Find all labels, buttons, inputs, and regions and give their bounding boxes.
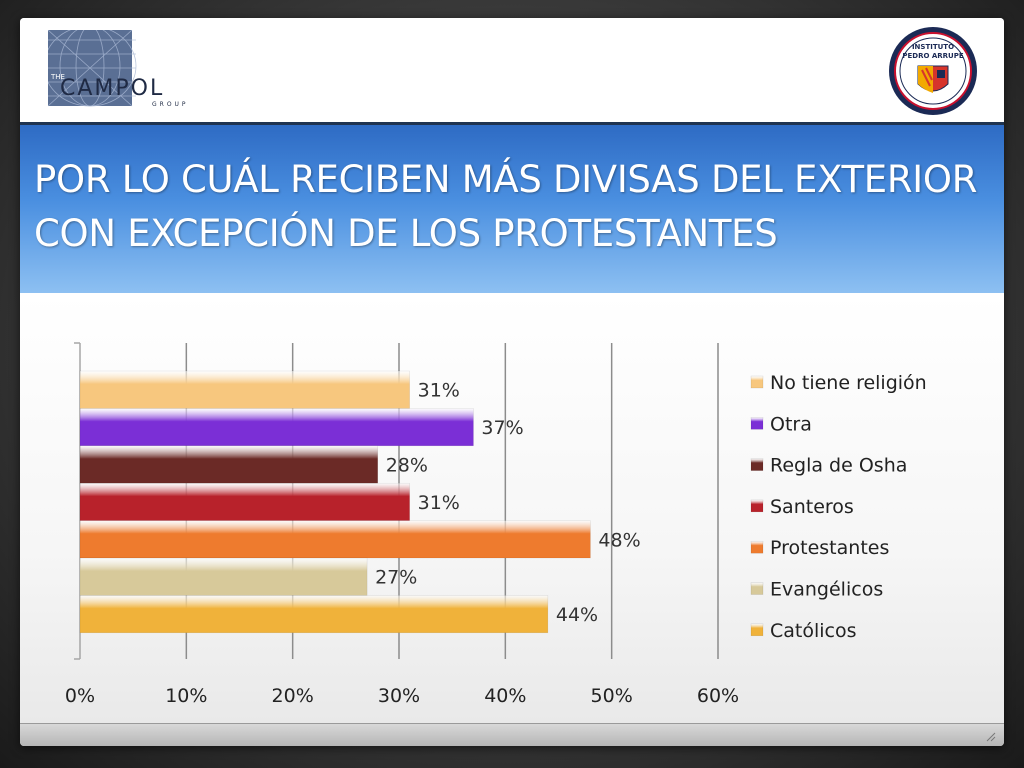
data-label-santeros: 31% xyxy=(418,492,460,514)
campol-group: GROUP xyxy=(152,101,189,108)
legend-swatch-regla-de-osha xyxy=(750,458,764,471)
legend-swatch-santeros xyxy=(750,499,764,513)
data-label-evangelicos: 27% xyxy=(375,567,417,589)
legend-label-catolicos: Católicos xyxy=(770,620,857,642)
legend-label-otra: Otra xyxy=(770,413,812,435)
seal-graphic: INSTITUTO PEDRO ARRUPE xyxy=(889,27,977,115)
slide-title: POR LO CUÁL RECIBEN MÁS DIVISAS DEL EXTE… xyxy=(34,153,994,261)
chart-bars xyxy=(79,370,591,634)
data-label-catolicos: 44% xyxy=(556,604,598,626)
x-tick-label-40: 40% xyxy=(484,685,526,707)
x-tick-label-30: 30% xyxy=(378,685,420,707)
seal-line1: INSTITUTO xyxy=(912,43,954,51)
data-label-no-tiene-religion: 31% xyxy=(418,380,460,402)
header-band: THE CAMPOL GROUP INSTITUTO PEDRO ARRUPE xyxy=(20,18,1004,125)
legend-swatch-otra xyxy=(750,417,764,430)
chart-data-labels: 31% 37% 28% 31% 48% 27% 44% xyxy=(375,380,641,626)
campol-logo: THE CAMPOL GROUP xyxy=(43,25,222,110)
bottom-bar xyxy=(20,723,1004,746)
bar-no-tiene-religion xyxy=(79,370,410,409)
seal-line2: PEDRO ARRUPE xyxy=(902,52,964,60)
legend-swatch-protestantes xyxy=(750,540,764,554)
bar-catolicos xyxy=(79,595,549,634)
bar-protestantes xyxy=(79,520,591,559)
legend-label-protestantes: Protestantes xyxy=(770,537,889,559)
bar-chart: 31% 37% 28% 31% 48% 27% 44% 0% 10% 20% 30% 40% 50% 6… xyxy=(65,342,927,707)
pedro-arrupe-seal: INSTITUTO PEDRO ARRUPE xyxy=(888,26,978,116)
data-label-regla-de-osha: 28% xyxy=(386,455,428,477)
bar-santeros xyxy=(79,482,410,521)
resize-grip-icon xyxy=(986,732,996,742)
x-tick-label-0: 0% xyxy=(65,685,95,707)
campol-logo-graphic: THE CAMPOL GROUP xyxy=(43,25,189,108)
chart-x-ticks: 0% 10% 20% 30% 40% 50% 60% xyxy=(65,685,739,707)
title-band: POR LO CUÁL RECIBEN MÁS DIVISAS DEL EXTE… xyxy=(20,125,1004,293)
x-tick-label-60: 60% xyxy=(697,685,739,707)
bar-otra xyxy=(79,408,474,447)
legend-label-no-tiene-religion: No tiene religión xyxy=(770,372,927,394)
slide: THE CAMPOL GROUP INSTITUTO PEDRO ARRUPE … xyxy=(20,18,1004,746)
x-tick-label-10: 10% xyxy=(165,685,207,707)
bar-regla-de-osha xyxy=(79,445,378,484)
legend-swatch-evangelicos xyxy=(750,582,764,595)
legend-swatch-catolicos xyxy=(750,623,764,637)
slide-title-line2: CON EXCEPCIÓN DE LOS PROTESTANTES xyxy=(34,212,778,255)
x-tick-label-50: 50% xyxy=(591,685,633,707)
bar-evangelicos xyxy=(79,557,368,596)
legend-label-regla-de-osha: Regla de Osha xyxy=(770,455,907,477)
campol-the: THE xyxy=(50,73,65,81)
data-label-protestantes: 48% xyxy=(598,529,640,551)
chart-area: 31% 37% 28% 31% 48% 27% 44% 0% 10% 20% 30% 40% 50% 6… xyxy=(20,293,1004,723)
campol-name: CAMPOL xyxy=(60,76,164,101)
data-label-otra: 37% xyxy=(481,417,523,439)
legend-label-evangelicos: Evangélicos xyxy=(770,579,883,601)
legend-label-santeros: Santeros xyxy=(770,496,854,518)
chart-legend: No tiene religión Otra Regla de Osha Santer… xyxy=(750,372,927,642)
legend-swatch-no-tiene-religion xyxy=(750,375,764,389)
slide-title-line1: POR LO CUÁL RECIBEN MÁS DIVISAS DEL EXTE… xyxy=(34,158,978,201)
x-tick-label-20: 20% xyxy=(272,685,314,707)
